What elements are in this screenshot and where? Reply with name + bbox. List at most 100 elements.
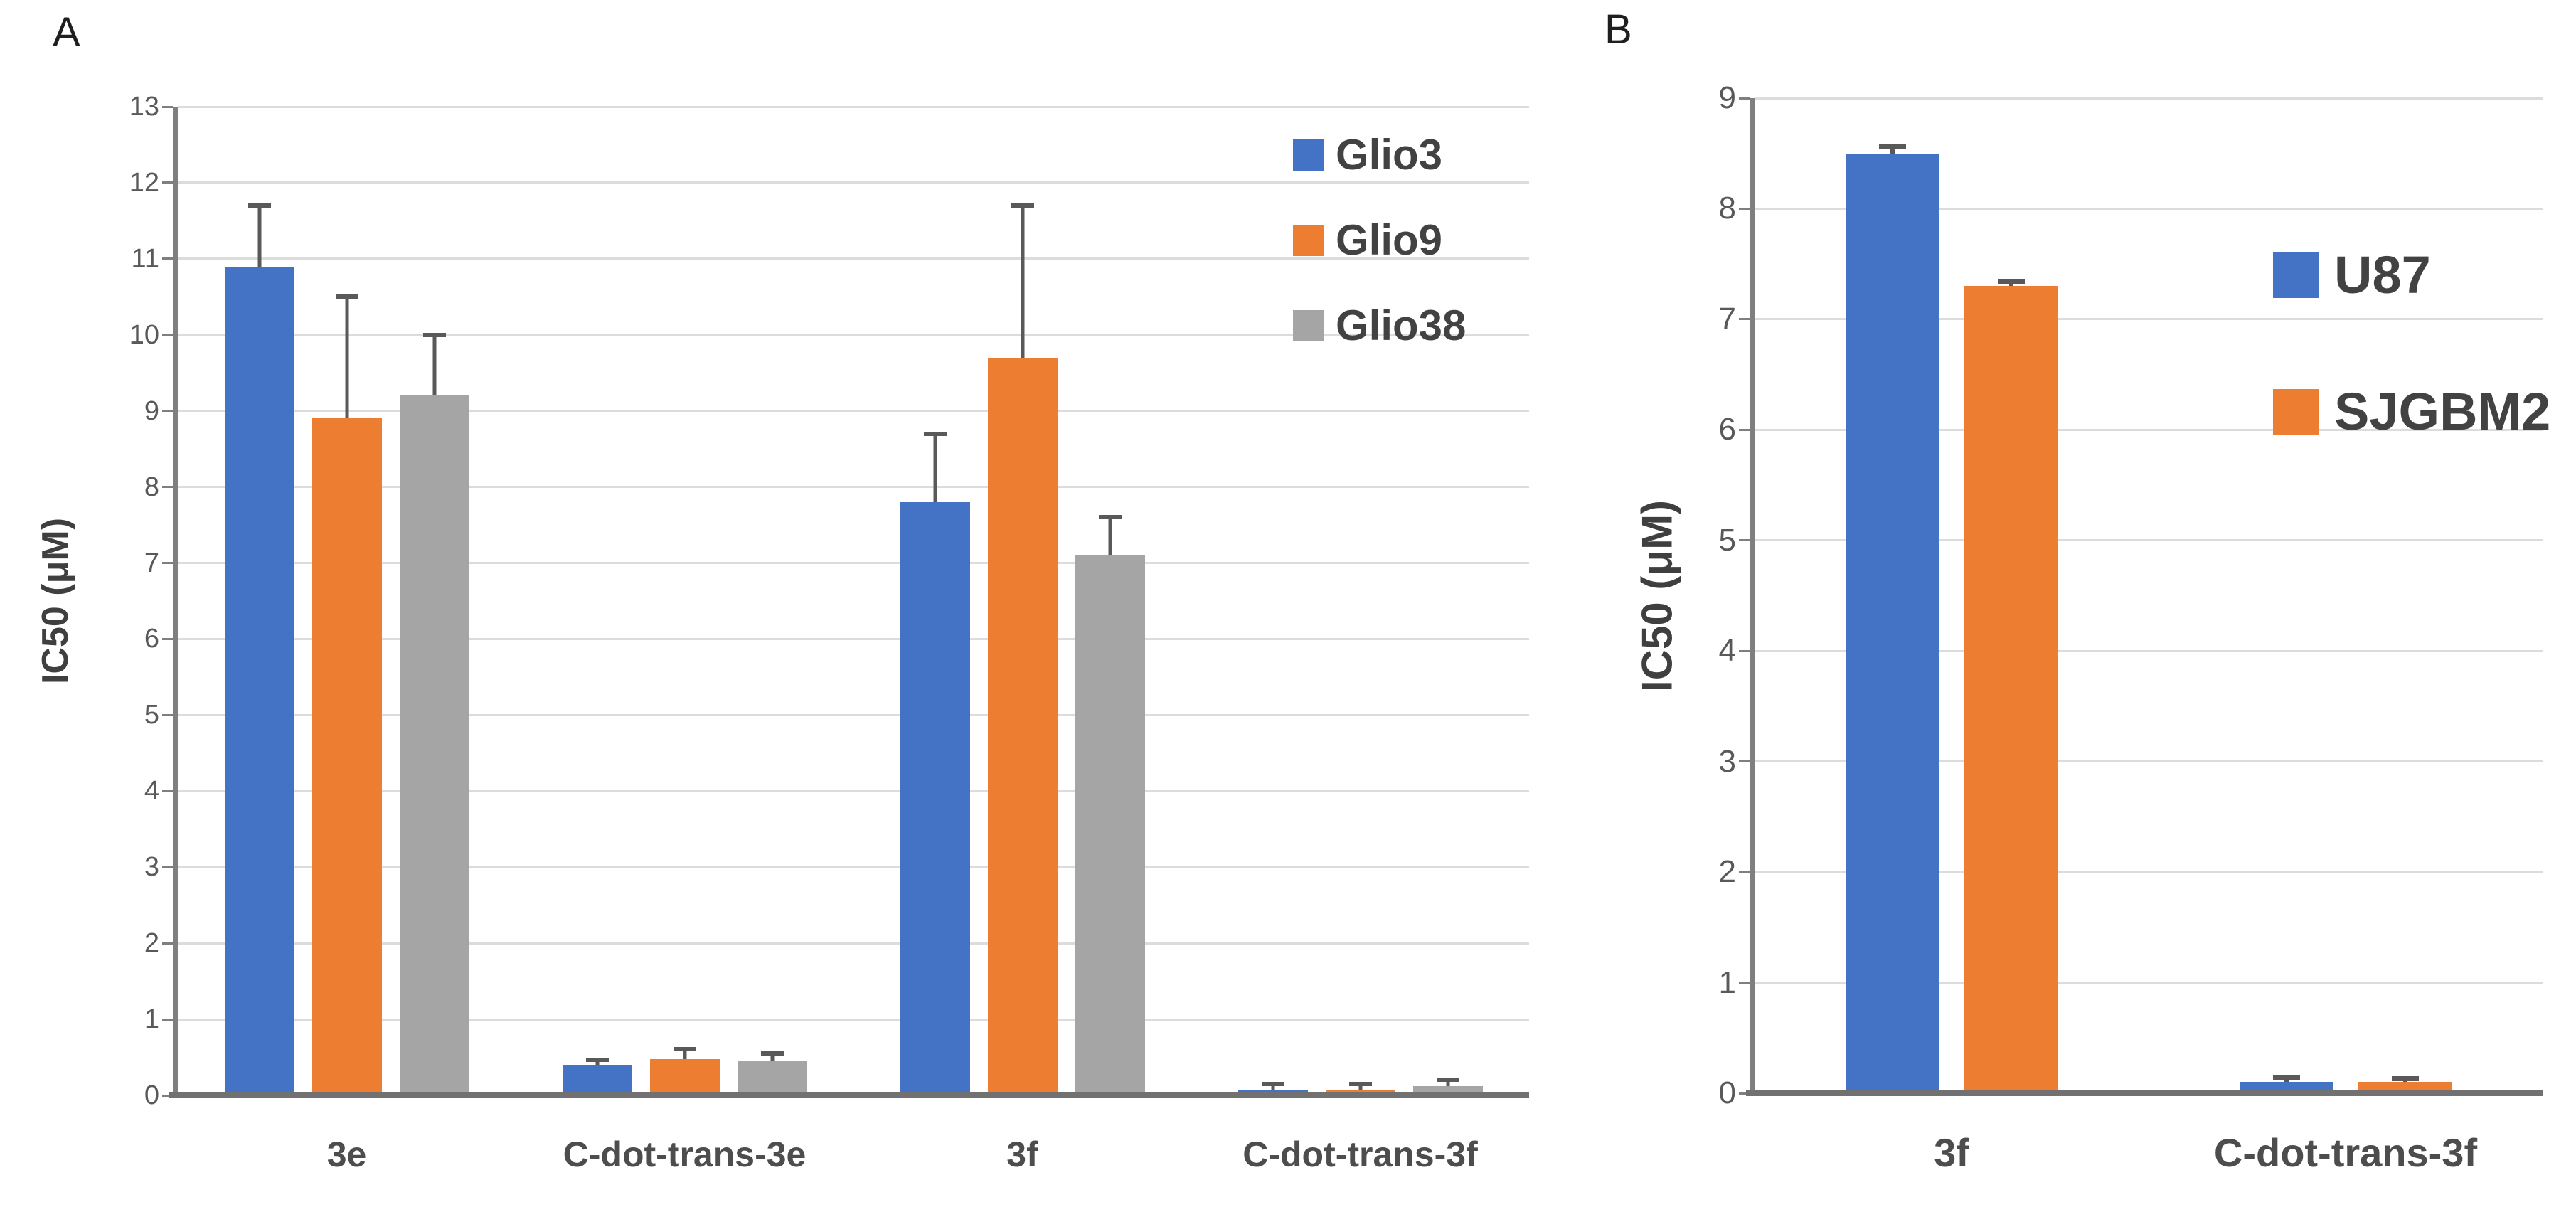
category-label-3f: 3f: [1934, 1130, 1969, 1175]
y-axis-tick: [162, 486, 173, 489]
error-bar-cap: [2391, 1075, 2419, 1081]
legend-swatch-icon: [2273, 252, 2319, 298]
error-bar-cap: [1436, 1077, 1459, 1082]
bar-Glio38-3e: [399, 395, 469, 1095]
y-axis-tick: [1739, 1092, 1750, 1095]
y-axis-tick: [162, 942, 173, 945]
error-bar-cap: [335, 294, 358, 299]
y-axis-tick: [1739, 428, 1750, 431]
bar-Glio9-3e: [312, 418, 382, 1095]
y-axis-tick: [1739, 760, 1750, 763]
bar-Glio3-3f: [900, 502, 970, 1095]
gridline: [1755, 982, 2543, 984]
bar-slot: [987, 107, 1058, 1095]
y-tick-label: 1: [1718, 964, 1736, 1000]
legend-item-U87: U87: [2273, 249, 2550, 302]
bar-Glio38-3f: [1075, 555, 1145, 1095]
error-bar: [1108, 517, 1112, 555]
legend-item-Glio38: Glio38: [1293, 304, 1466, 347]
bar-Glio3-C-dot-trans-3e: [562, 1065, 632, 1095]
y-tick-label: 6: [1718, 412, 1736, 447]
error-bar-cap: [1261, 1081, 1284, 1086]
error-bar: [1021, 206, 1024, 358]
y-tick-label: 2: [1718, 854, 1736, 890]
error-bar-cap: [1878, 144, 1906, 149]
gridline: [178, 789, 1529, 792]
legend-item-Glio9: Glio9: [1293, 219, 1466, 262]
error-bar-cap: [1348, 1081, 1372, 1086]
gridline: [178, 486, 1529, 489]
gridline: [1755, 649, 2543, 652]
legend-item-SJGBM2: SJGBM2: [2273, 386, 2550, 438]
panel-a-legend: Glio3 Glio9 Glio38: [1293, 134, 1466, 347]
y-axis-tick: [1739, 97, 1750, 100]
bar-slot: [1075, 107, 1145, 1095]
bar-groups: [1755, 98, 2543, 1093]
y-tick-label: 12: [129, 167, 159, 198]
x-axis-line: [169, 1092, 1529, 1098]
bar-slot: [562, 107, 632, 1095]
bar-Glio3-3e: [224, 266, 294, 1095]
legend-swatch-icon: [1293, 225, 1324, 256]
error-bar: [1890, 147, 1895, 154]
gridline: [1755, 97, 2543, 100]
y-axis-line: [173, 107, 178, 1097]
panel-a-letter: A: [53, 9, 80, 55]
legend-swatch-icon: [2273, 389, 2319, 435]
bar-SJGBM2-3f: [1964, 286, 2058, 1093]
bar-slot: [649, 107, 720, 1095]
bar-group-3f: [1755, 98, 2149, 1093]
panel-a-y-axis-title: IC50 (μM): [35, 517, 76, 685]
category-label-3e: 3e: [326, 1134, 367, 1174]
gridline: [178, 713, 1529, 716]
bar-group-C-dot-trans-3e: [516, 107, 853, 1095]
y-tick-label: 2: [144, 928, 159, 959]
category-label-C-dot-trans-3f: C-dot-trans-3f: [1242, 1134, 1478, 1174]
legend-swatch-icon: [1293, 139, 1324, 171]
gridline: [1755, 318, 2543, 321]
gridline: [178, 410, 1529, 413]
bar-slot: [1964, 98, 2058, 1093]
y-tick-label: 10: [129, 319, 159, 350]
y-tick-label: 3: [1718, 743, 1736, 779]
error-bar: [683, 1048, 686, 1059]
y-tick-label: 4: [144, 776, 159, 807]
y-axis-tick: [162, 789, 173, 792]
y-axis-tick: [162, 1094, 173, 1097]
y-tick-label: 5: [1718, 522, 1736, 558]
y-tick-label: 5: [144, 700, 159, 730]
y-tick-label: 8: [144, 472, 159, 502]
gridline: [1755, 871, 2543, 873]
y-tick-label: 8: [1718, 191, 1736, 226]
gridline: [178, 866, 1529, 868]
panel-b-letter: B: [1604, 6, 1632, 53]
legend-label: SJGBM2: [2334, 382, 2551, 441]
error-bar: [933, 433, 937, 502]
gridline: [178, 257, 1529, 260]
error-bar: [595, 1059, 599, 1065]
error-bar-cap: [923, 431, 947, 436]
bar-groups: [178, 107, 1529, 1095]
legend-swatch-icon: [1293, 310, 1324, 341]
error-bar: [432, 334, 436, 396]
gridline: [1755, 207, 2543, 210]
panel-b-category-axis: 3f C-dot-trans-3f: [1755, 1131, 2543, 1175]
gridline: [178, 637, 1529, 640]
error-bar: [1358, 1083, 1362, 1090]
bar-slot: [1846, 98, 1939, 1093]
y-tick-label: 7: [1718, 301, 1736, 336]
category-label-3f: 3f: [1006, 1134, 1038, 1174]
y-axis-tick: [162, 713, 173, 716]
y-axis-tick: [1739, 982, 1750, 984]
y-tick-label: 9: [144, 395, 159, 426]
error-bar-cap: [1098, 515, 1122, 520]
y-axis-tick: [162, 257, 173, 260]
gridline: [1755, 428, 2543, 431]
bar-slot: [224, 107, 294, 1095]
y-tick-label: 9: [1718, 80, 1736, 115]
error-bar-cap: [1011, 203, 1034, 208]
y-axis-tick: [1739, 649, 1750, 652]
error-bar: [1446, 1079, 1449, 1087]
error-bar-cap: [673, 1046, 696, 1051]
